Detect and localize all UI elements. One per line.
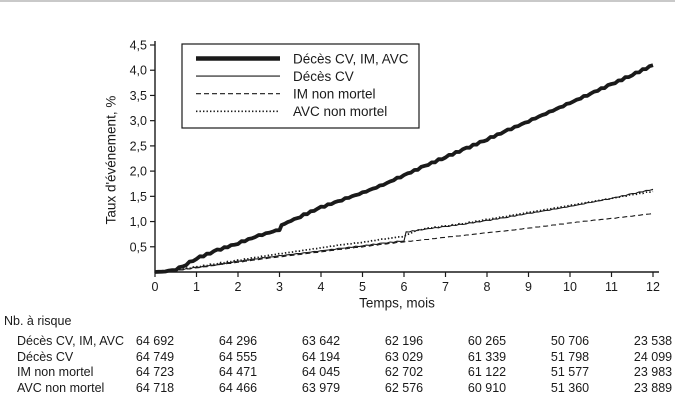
- y-axis-title: Taux d'événement, %: [103, 95, 119, 225]
- series-dashed: [154, 212, 654, 273]
- risk-row-label: Décès CV: [17, 349, 74, 364]
- x-tick-label: 8: [484, 280, 491, 294]
- x-tick-label: 12: [646, 280, 660, 294]
- x-tick-label: 0: [152, 280, 159, 294]
- top-rule: [0, 0, 675, 2]
- risk-value: 51 360: [550, 381, 590, 396]
- risk-value: 64 718: [135, 381, 175, 396]
- risk-value: 61 122: [467, 365, 507, 380]
- risk-value: 61 339: [467, 349, 507, 364]
- risk-row-label: AVC non mortel: [17, 381, 105, 396]
- risk-value: 64 045: [301, 365, 341, 380]
- series-dotted: [154, 190, 654, 273]
- x-tick-label: 9: [525, 280, 532, 294]
- risk-value: 60 265: [467, 334, 507, 348]
- series-solid-thin: [154, 188, 654, 273]
- y-tick-label: 3,5: [130, 89, 147, 103]
- risk-value: 64 466: [218, 381, 258, 396]
- risk-value: 64 749: [135, 349, 175, 364]
- legend-label: AVC non mortel: [293, 104, 387, 119]
- risk-value: 64 471: [218, 365, 258, 380]
- risk-value: 64 692: [135, 334, 175, 348]
- risk-value: 64 555: [218, 349, 258, 364]
- y-tick-label: 4,5: [130, 39, 147, 53]
- x-tick-label: 10: [563, 280, 577, 294]
- risk-value: 60 910: [467, 381, 507, 396]
- y-tick-label: 3,0: [130, 114, 147, 128]
- x-tick-label: 11: [605, 280, 618, 294]
- y-tick-label: 2,0: [130, 165, 147, 179]
- risk-value: 23 538: [633, 334, 673, 348]
- risk-value: 62 702: [384, 365, 424, 380]
- x-tick-label: 5: [359, 280, 366, 294]
- risk-value: 50 706: [550, 334, 590, 348]
- x-tick-label: 4: [318, 280, 325, 294]
- x-tick-label: 3: [276, 280, 283, 294]
- y-tick-label: 1,5: [130, 190, 147, 204]
- risk-table-title: Nb. à risque: [4, 314, 72, 328]
- risk-value: 64 723: [135, 365, 175, 380]
- risk-value: 63 029: [384, 349, 424, 364]
- y-tick-label: 1,0: [130, 215, 147, 229]
- legend-label: IM non mortel: [293, 87, 376, 102]
- risk-value: 64 194: [301, 349, 341, 364]
- risk-value: 63 979: [301, 381, 341, 396]
- risk-value: 62 576: [384, 381, 424, 396]
- x-tick-label: 6: [401, 280, 408, 294]
- series-solid-thick: [154, 63, 654, 274]
- risk-value: 24 099: [633, 349, 673, 364]
- risk-value: 23 983: [633, 365, 673, 380]
- risk-row-label: IM non mortel: [17, 365, 94, 380]
- x-tick-label: 7: [442, 280, 449, 294]
- legend-label: Décès CV: [293, 69, 354, 84]
- risk-row-label: Décès CV, IM, AVC: [17, 334, 124, 348]
- event-rate-chart: 0,51,01,52,02,53,03,54,04,50 1 2 3 4 5 6 7 8 9 10 1…: [130, 39, 660, 295]
- risk-value: 64 296: [218, 334, 258, 348]
- y-tick-label: 4,0: [130, 64, 147, 78]
- x-tick-label: 2: [235, 280, 242, 294]
- y-tick-label: 0,5: [130, 240, 147, 254]
- risk-value: 23 889: [633, 381, 673, 396]
- y-tick-label: 2,5: [130, 139, 147, 153]
- risk-value: 63 642: [301, 334, 341, 348]
- risk-value: 51 577: [550, 365, 590, 380]
- x-tick-label: 1: [193, 280, 200, 294]
- x-axis-title: Temps, mois: [359, 295, 435, 311]
- legend-label: Décès CV, IM, AVC: [293, 51, 409, 66]
- risk-value: 62 196: [384, 334, 424, 348]
- risk-value: 51 798: [550, 349, 590, 364]
